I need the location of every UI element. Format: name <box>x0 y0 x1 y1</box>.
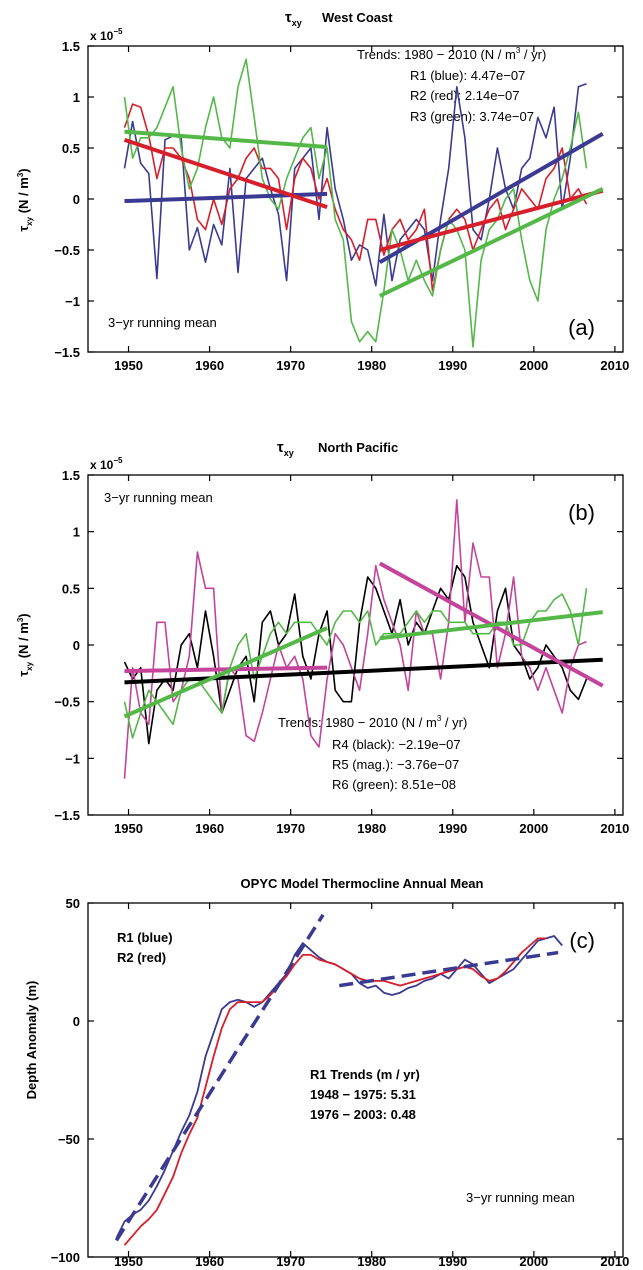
panel-b-trend-line <box>124 665 328 674</box>
panel-b-trend-line <box>123 626 328 719</box>
panel-b-title: North Pacific <box>318 440 398 455</box>
panel-c-ytick-label: 50 <box>66 896 80 911</box>
panel-b-series-line <box>123 499 587 779</box>
panel-b-ytick-label: 1 <box>73 525 80 540</box>
panel-a-west-coast: τxy West Coast x 10−5 τxy (N / m3) Trend… <box>16 9 629 373</box>
panel-c-xtick-label: 1990 <box>438 1254 467 1269</box>
panel-b-xtick-label: 2010 <box>600 821 629 836</box>
panel-a-xtick-label: 1960 <box>195 358 224 373</box>
panel-b-xtick-label: 1970 <box>276 821 305 836</box>
panel-b-ytick-label: 0 <box>73 638 80 653</box>
panel-c-label: (c) <box>569 928 595 953</box>
panel-c-xtick-label: 1950 <box>114 1254 143 1269</box>
panel-a-ytick-label: 0.5 <box>62 141 80 156</box>
panel-a-trend-header: Trends: 1980 − 2010 (N / m3 / yr) <box>357 46 546 62</box>
panel-b-ylabel: τxy (N / m3) <box>16 613 34 676</box>
panel-b-trend-header: Trends: 1980 − 2010 (N / m3 / yr) <box>278 714 467 730</box>
panel-b-north-pacific: τxy North Pacific x 10−5 τxy (N / m3) 3−… <box>16 439 629 836</box>
panel-a-ytick-label: −0.5 <box>54 243 80 258</box>
panel-b-scale: x 10−5 <box>90 456 123 472</box>
panel-a-trend-r3: R3 (green): 3.74e−07 <box>410 109 534 124</box>
panel-a-trend-r1: R1 (blue): 4.47e−07 <box>410 68 525 83</box>
panel-a-series-line <box>123 82 587 287</box>
panel-c-xtick-label: 2000 <box>519 1254 548 1269</box>
panel-c-trend-1976-2003: 1976 − 2003: 0.48 <box>310 1107 416 1122</box>
panel-a-series-line <box>123 103 588 292</box>
panel-b-ytick-label: −1.5 <box>54 808 80 823</box>
panel-b-trend-r4: R4 (black): −2.19e−07 <box>332 737 461 752</box>
panel-a-trend-line <box>378 186 604 298</box>
panel-a-ytick-label: 1 <box>73 90 80 105</box>
panel-c-frame <box>87 902 624 1258</box>
panel-b-trend-r6: R6 (green): 8.51e−08 <box>332 777 456 792</box>
panel-a-xtick-label: 1950 <box>114 358 143 373</box>
panel-c-xtick-label: 1980 <box>357 1254 386 1269</box>
panel-a-xtick-label: 1980 <box>357 358 386 373</box>
panel-a-ytick-label: −1.5 <box>54 345 80 360</box>
panel-c-legend-r2: R2 (red) <box>117 950 166 965</box>
panel-a-xtick-label: 2000 <box>519 358 548 373</box>
panel-c-legend-r1: R1 (blue) <box>117 930 173 945</box>
panel-a-running-mean: 3−yr running mean <box>108 315 217 330</box>
panel-a-trend-line <box>123 137 328 210</box>
panel-b-trend-r5: R5 (mag.): −3.76e−07 <box>332 757 459 772</box>
panel-a-label: (a) <box>568 315 595 340</box>
panel-a-trend-line <box>379 188 604 252</box>
panel-c-xtick-label: 1960 <box>195 1254 224 1269</box>
panel-c-running-mean: 3−yr running mean <box>466 1190 575 1205</box>
panel-a-ylabel: τxy (N / m3) <box>16 168 34 231</box>
panel-b-ytick-label: −1 <box>65 751 80 766</box>
panel-a-trend-line <box>124 129 328 149</box>
panel-b-ytick-label: 0.5 <box>62 581 80 596</box>
panel-b-xtick-label: 1950 <box>114 821 143 836</box>
panel-a-trend-r2: R2 (red): 2.14e−07 <box>410 88 519 103</box>
panel-c-ytick-label: 0 <box>73 1014 80 1029</box>
panel-b-ytick-label: −0.5 <box>54 695 80 710</box>
panel-a-xtick-label: 2010 <box>600 358 629 373</box>
panel-b-trend-line <box>379 610 603 641</box>
panel-c-trend-header: R1 Trends (m / yr) <box>310 1067 420 1082</box>
panel-b-series-line <box>123 564 588 745</box>
panel-c-xtick-label: 1970 <box>276 1254 305 1269</box>
panel-c-opyc-thermocline: OPYC Model Thermocline Annual Mean Depth… <box>24 876 629 1269</box>
panel-b-ytick-label: 1.5 <box>62 468 80 483</box>
panel-c-trend-1948-1975: 1948 − 1975: 5.31 <box>310 1087 416 1102</box>
panel-a-scale: x 10−5 <box>90 27 123 43</box>
panel-b-xtick-label: 1990 <box>438 821 467 836</box>
panel-b-xtick-label: 1980 <box>357 821 386 836</box>
panel-c-ytick-label: −100 <box>51 1250 80 1265</box>
panel-a-ytick-label: 1.5 <box>62 39 80 54</box>
panel-b-trend-line <box>124 657 603 685</box>
panel-a-title: West Coast <box>322 10 393 25</box>
panel-b-xtick-label: 2000 <box>519 821 548 836</box>
panel-b-title-symbol: τxy <box>277 439 294 458</box>
panel-a-xtick-label: 1990 <box>438 358 467 373</box>
panel-c-trend-line <box>114 913 325 1242</box>
panel-a-title-symbol: τxy <box>285 9 302 28</box>
panel-c-ylabel: Depth Anomaly (m) <box>24 981 39 1100</box>
panel-b-label: (b) <box>568 500 595 525</box>
panel-c-trend-line <box>339 950 559 988</box>
panel-a-ytick-label: 0 <box>73 192 80 207</box>
panel-a-series-line <box>123 58 588 348</box>
panel-b-running-mean: 3−yr running mean <box>104 490 213 505</box>
panel-c-xtick-label: 2010 <box>600 1254 629 1269</box>
panel-a-ytick-label: −1 <box>65 294 80 309</box>
panel-c-series-line <box>123 937 546 1246</box>
panel-c-title: OPYC Model Thermocline Annual Mean <box>241 876 484 891</box>
panel-b-xtick-label: 1960 <box>195 821 224 836</box>
panel-a-xtick-label: 1970 <box>276 358 305 373</box>
panel-c-ytick-label: −50 <box>58 1132 80 1147</box>
